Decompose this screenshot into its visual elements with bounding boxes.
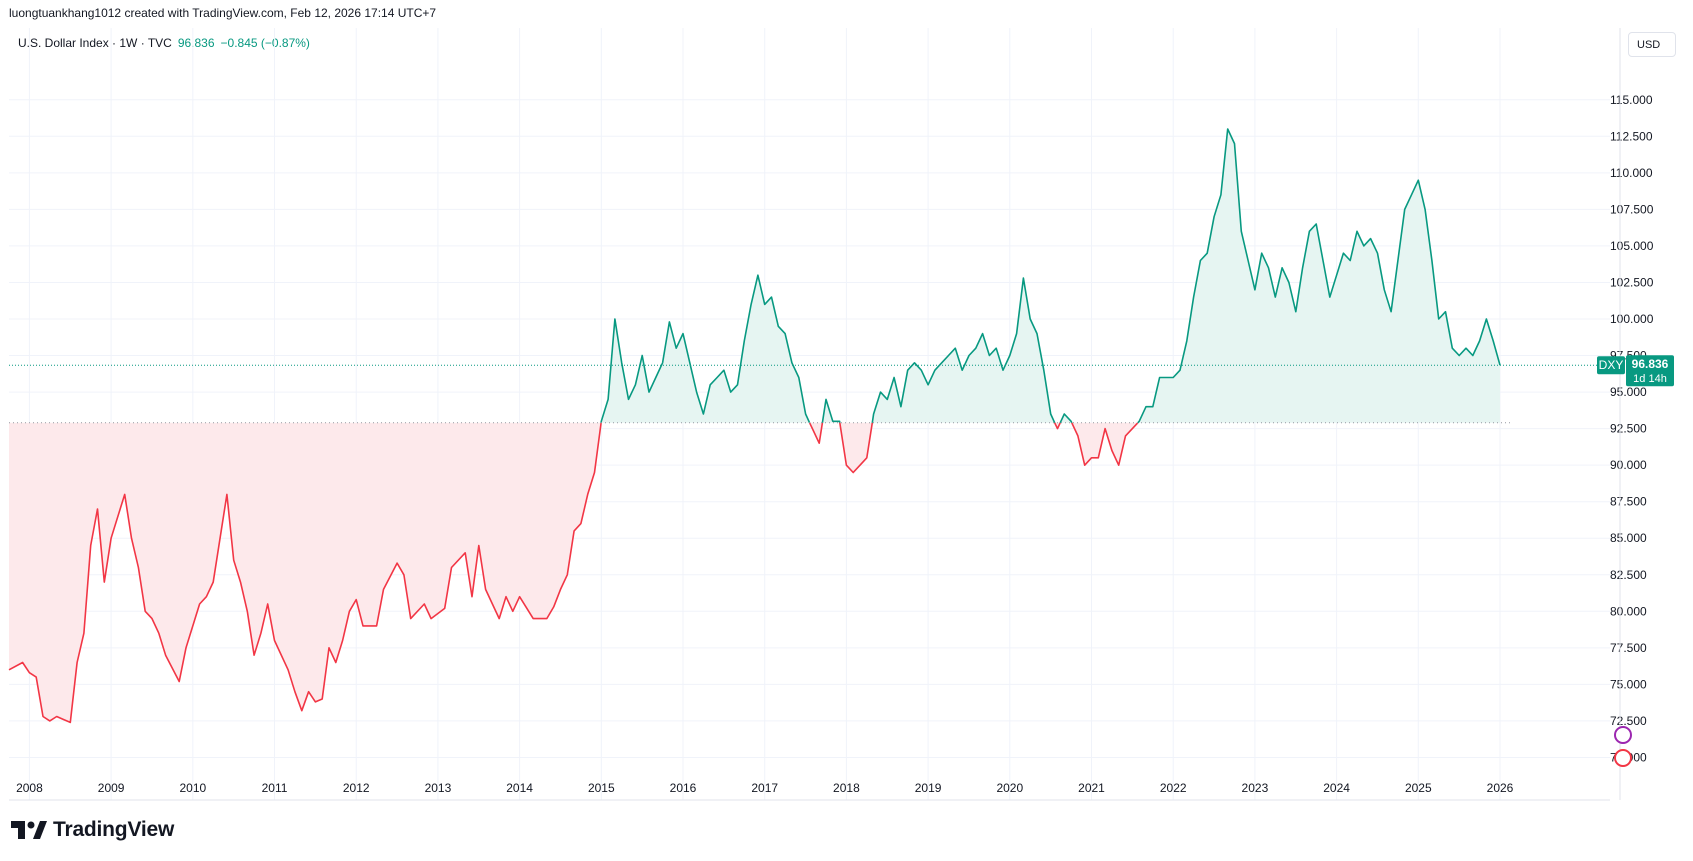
x-tick-label: 2020 (996, 781, 1023, 795)
us-flag-event-icon[interactable] (1614, 749, 1632, 767)
price-line-above-baseline (1059, 413, 1073, 424)
y-tick-label: 80.000 (1610, 604, 1647, 618)
economic-event-icon[interactable] (1614, 726, 1632, 744)
x-tick-label: 2014 (506, 781, 533, 795)
price-line-above-baseline (1137, 128, 1501, 424)
price-line-above-baseline (600, 274, 811, 424)
x-tick-label: 2023 (1242, 781, 1269, 795)
last-price-label: DXY 96.836 1d 14h (1597, 355, 1674, 387)
y-tick-label: 77.500 (1610, 641, 1647, 655)
area-fill-above-baseline (872, 278, 1055, 423)
x-tick-label: 2009 (98, 781, 125, 795)
price-line (8, 128, 1501, 724)
tradingview-logo-text: TradingView (53, 818, 175, 841)
price-line-above-baseline (821, 398, 841, 423)
x-tick-label: 2022 (1160, 781, 1187, 795)
price-line-below-baseline (1053, 422, 1061, 430)
x-tick-label: 2026 (1487, 781, 1514, 795)
ticker-badge (1597, 356, 1625, 375)
price-line-below-baseline (808, 422, 824, 444)
x-tick-label: 2024 (1323, 781, 1350, 795)
x-tick-label: 2018 (833, 781, 860, 795)
legend-change: −0.845 (−0.87%) (220, 36, 310, 50)
x-tick-label: 2016 (670, 781, 697, 795)
price-badge-value: 96.836 (1632, 357, 1669, 371)
y-tick-label: 100.000 (1610, 312, 1654, 326)
y-tick-label: 110.000 (1610, 166, 1653, 180)
x-tick-label: 2025 (1405, 781, 1432, 795)
price-line-below-baseline (839, 422, 874, 474)
tradingview-logo-icon (11, 821, 47, 839)
area-fill (9, 129, 1500, 723)
chart-author-line: luongtuankhang1012 created with TradingV… (9, 6, 437, 20)
y-tick-label: 82.500 (1610, 568, 1647, 582)
price-line-below-baseline (1071, 422, 1139, 466)
area-fill-above-baseline (822, 399, 840, 423)
y-tick-label: 102.500 (1610, 275, 1654, 289)
area-fill-above-baseline (601, 275, 810, 423)
x-tick-label: 2011 (262, 781, 288, 795)
y-tick-label: 75.000 (1610, 677, 1647, 691)
y-tick-label: 72.500 (1610, 714, 1647, 728)
y-tick-label: 92.500 (1610, 422, 1647, 436)
area-fill-above-baseline (1137, 129, 1500, 423)
y-tick-label: 85.000 (1610, 531, 1647, 545)
y-tick-label: 112.500 (1610, 129, 1653, 143)
ticker-badge-text: DXY (1599, 358, 1624, 372)
currency-button[interactable]: USD (1628, 32, 1676, 57)
x-tick-label: 2010 (179, 781, 206, 795)
price-badge-countdown: 1d 14h (1633, 373, 1667, 385)
x-tick-label: 2021 (1078, 781, 1105, 795)
y-tick-label: 115.000 (1610, 93, 1653, 107)
symbol-legend: U.S. Dollar Index · 1W · TVC 96.836 −0.845… (18, 36, 310, 50)
area-fill-above-baseline (1060, 414, 1072, 423)
y-tick-label: 105.000 (1610, 239, 1654, 253)
tradingview-logo[interactable]: TradingView (11, 818, 174, 842)
y-tick-label: 107.500 (1610, 202, 1654, 216)
x-tick-label: 2008 (16, 781, 43, 795)
x-tick-label: 2015 (588, 781, 615, 795)
x-tick-label: 2019 (915, 781, 942, 795)
symbol-title[interactable]: U.S. Dollar Index · 1W · TVC (18, 36, 172, 50)
y-tick-label: 87.500 (1610, 495, 1647, 509)
price-badge (1626, 355, 1674, 387)
reference-lines (9, 364, 1625, 424)
x-tick-label: 2012 (343, 781, 370, 795)
y-tick-label: 90.000 (1610, 458, 1647, 472)
area-fill-below-baseline (1071, 422, 1138, 466)
y-tick-label: 95.000 (1610, 385, 1647, 399)
area-fill-below-baseline (9, 422, 602, 723)
price-line-above-baseline (871, 277, 1056, 424)
x-tick-label: 2013 (425, 781, 452, 795)
x-tick-label: 2017 (751, 781, 778, 795)
axes: 70.00072.50075.00077.50080.00082.50085.0… (9, 28, 1654, 801)
legend-price: 96.836 (177, 36, 215, 50)
price-line-below-baseline (8, 422, 602, 724)
